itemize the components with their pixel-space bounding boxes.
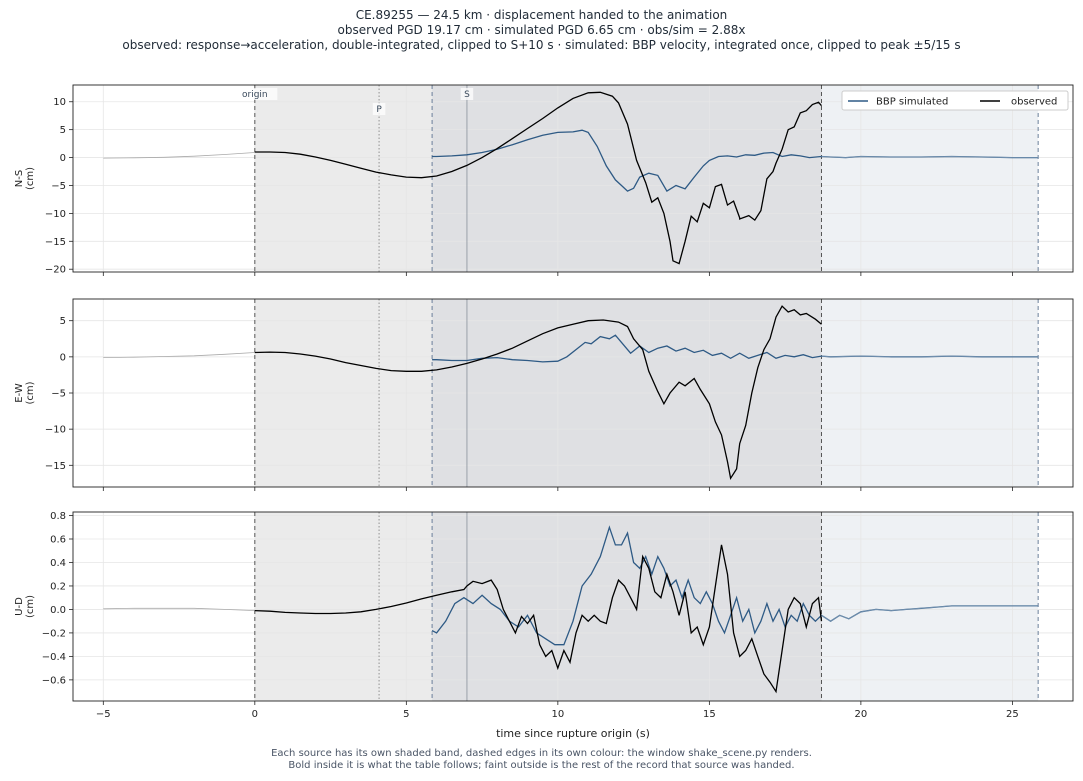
simulated-faint-trace [821,605,1039,622]
y-axis-label: N-S(cm) [14,167,36,190]
chart-title-line-2: observed PGD 19.17 cm · simulated PGD 6.… [337,23,746,37]
x-tick-label: 0 [252,709,258,720]
y-tick-label: −0.2 [42,628,66,639]
observed-trace [254,305,822,481]
observed-trace [254,91,822,265]
observed-faint-trace [103,152,255,159]
simulated-faint-trace [821,155,1039,159]
y-tick-label: −5 [51,389,66,400]
simulated-faint-trace [821,355,1039,358]
observed-faint-trace [103,607,255,611]
chart-title-line-3: observed: response→acceleration, double-… [122,38,961,52]
x-tick-label: 10 [551,709,564,720]
origin-marker-label: origin [242,90,268,100]
x-tick-label: 5 [403,709,409,720]
simulated-trace [432,334,1039,363]
chart-title-line-1: CE.89255 — 24.5 km · displacement handed… [355,8,728,22]
panel-1: N-S(cm) [14,84,1074,276]
p-marker-label: P [376,105,382,115]
y-tick-label: −10 [45,425,66,436]
legend-simulated-label: BBP simulated [876,97,948,108]
overlap-window-band [432,512,822,701]
y-tick-label: −20 [45,265,66,276]
x-tick-label: 25 [1006,709,1019,720]
footer-note-line-2: Bold inside it is what the table follows… [288,760,795,771]
panel-plot-area [73,512,1073,701]
y-tick-label: 5 [60,125,66,136]
y-tick-label: −10 [45,209,66,220]
y-tick-label: 0.8 [50,511,66,522]
y-axis-label: E-W(cm) [14,381,36,404]
y-tick-label: −0.6 [42,675,66,686]
y-axis-label: U-D(cm) [14,595,36,618]
panel-3: U-D(cm) [14,511,1074,705]
footer-note-line-1: Each source has its own shaded band, das… [271,748,812,759]
panel-plot-area [73,299,1073,487]
y-tick-label: 0 [60,352,66,363]
s-marker-label: S [464,90,470,100]
legend-box [841,90,1069,111]
x-tick-label: 15 [703,709,716,720]
overlap-window-band [432,85,822,272]
y-tick-label: 0.6 [50,535,66,546]
x-axis-label: time since rupture origin (s) [496,727,650,740]
y-tick-label: 0.4 [50,558,66,569]
y-tick-label: −15 [45,237,66,248]
legend-observed-label: observed [1011,97,1057,108]
panel-2: E-W(cm) [14,298,1074,491]
y-tick-label: −5 [51,181,66,192]
y-tick-label: 0.0 [50,605,66,616]
observed-trace [254,544,823,694]
y-tick-label: 5 [60,316,66,327]
y-tick-label: 10 [53,97,66,108]
panel-plot-area [73,85,1073,272]
x-tick-label: −5 [96,709,111,720]
y-tick-label: 0 [60,153,66,164]
panel-frame [72,84,1074,273]
y-tick-label: 0.2 [50,581,66,592]
x-tick-label: 20 [855,709,868,720]
panel-frame [72,511,1074,702]
y-tick-label: −15 [45,461,66,472]
y-tick-label: −0.4 [42,652,66,663]
observed-faint-trace [103,352,255,358]
